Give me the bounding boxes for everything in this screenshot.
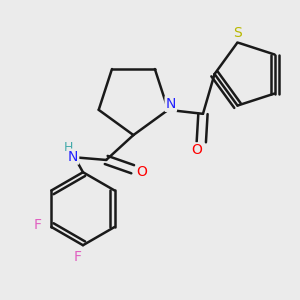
Text: O: O xyxy=(191,143,202,157)
Text: F: F xyxy=(74,250,82,264)
Text: O: O xyxy=(136,165,148,179)
Text: H: H xyxy=(64,141,74,154)
Text: S: S xyxy=(233,26,242,40)
Text: F: F xyxy=(33,218,41,232)
Text: N: N xyxy=(166,97,176,111)
Text: N: N xyxy=(68,150,78,164)
